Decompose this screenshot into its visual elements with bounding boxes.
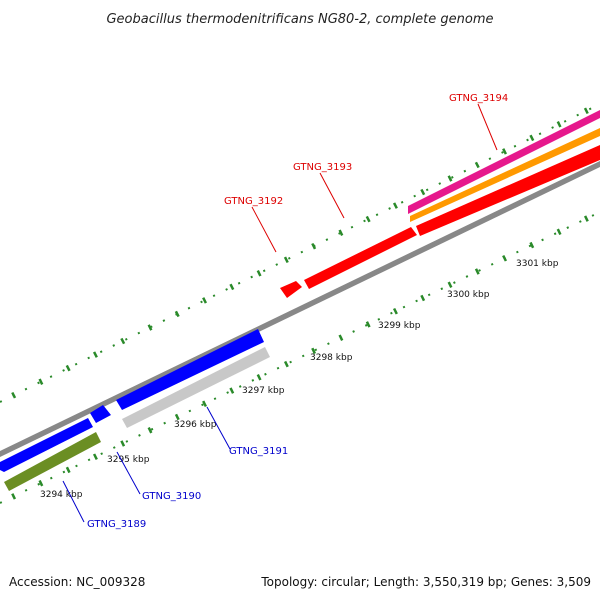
outer-major-tick <box>283 256 289 264</box>
outer-major-tick <box>447 175 453 182</box>
gene-label-GTNG_3193[interactable]: GTNG_3193 <box>293 162 352 173</box>
outer-major-tick <box>147 324 153 331</box>
scale-label: 3297 kbp <box>242 386 285 396</box>
scale-label: 3301 kbp <box>516 259 559 269</box>
inner-major-tick <box>365 321 371 328</box>
genome-stats-text: Topology: circular; Length: 3,550,319 bp… <box>260 575 591 589</box>
map-title: Geobacillus thermodenitrificans NG80-2, … <box>106 12 493 27</box>
outer-major-tick <box>474 161 480 169</box>
scale-label: 3299 kbp <box>378 321 421 331</box>
inner-major-tick <box>283 360 289 368</box>
inner-major-tick <box>529 241 535 249</box>
outer-major-tick <box>120 337 126 345</box>
inner-major-tick <box>120 440 126 447</box>
inner-major-tick <box>38 479 44 487</box>
outer-major-tick <box>556 121 562 128</box>
orange-feature <box>410 128 600 222</box>
label-leaders <box>62 103 498 523</box>
gene-GTNG_3189-arrow[interactable] <box>0 418 93 472</box>
outer-major-tick <box>529 134 535 142</box>
inner-major-tick <box>311 347 317 355</box>
inner-major-tick <box>92 453 98 460</box>
scale-label: 3298 kbp <box>310 353 353 363</box>
inner-major-tick <box>202 400 208 408</box>
gene-GTNG_3191-arrow[interactable] <box>116 329 264 410</box>
inner-major-tick <box>256 374 262 381</box>
outer-major-tick <box>229 283 235 291</box>
gene-GTNG_3190-arrow[interactable] <box>90 405 111 423</box>
outer-major-tick <box>202 297 208 304</box>
inner-major-tick <box>474 268 480 275</box>
gene-label-GTNG_3194[interactable]: GTNG_3194 <box>449 93 508 104</box>
inner-major-tick <box>11 493 17 500</box>
outer-major-tick <box>365 215 371 223</box>
gene-label-GTNG_3189[interactable]: GTNG_3189 <box>87 519 146 530</box>
outer-major-tick <box>311 242 317 250</box>
outer-major-tick <box>583 107 589 115</box>
outer-major-tick <box>11 391 17 399</box>
outer-major-tick <box>65 364 71 372</box>
outer-major-tick <box>502 148 508 155</box>
inner-major-tick <box>229 387 235 394</box>
inner-major-tick <box>502 255 508 262</box>
inner-major-tick <box>447 281 453 288</box>
inner-major-tick <box>338 334 344 341</box>
outer-major-tick <box>92 351 98 358</box>
inner-major-tick <box>556 228 562 236</box>
sequence-backbone <box>0 161 600 457</box>
inner-major-tick <box>147 427 153 434</box>
grey-feature <box>122 347 270 428</box>
leader-GTNG_3194 <box>477 103 498 151</box>
inner-major-tick <box>174 413 180 421</box>
gene-GTNG_3192-arrow[interactable] <box>280 281 302 298</box>
scale-labels: 3294 kbp 3295 kbp 3296 kbp 3297 kbp 3298… <box>40 259 559 500</box>
scale-label: 3296 kbp <box>174 420 217 430</box>
inner-tick-track <box>0 211 600 504</box>
leader-GTNG_3192 <box>251 206 277 253</box>
gene-label-GTNG_3190[interactable]: GTNG_3190 <box>142 491 201 502</box>
inner-major-tick <box>392 307 398 315</box>
outer-major-tick <box>174 310 180 318</box>
scale-label: 3294 kbp <box>40 490 83 500</box>
inner-major-tick <box>583 215 589 222</box>
gene-labels: GTNG_3192 GTNG_3193 GTNG_3194 GTNG_3191 … <box>87 93 508 530</box>
outer-major-tick <box>256 270 262 277</box>
gene-label-GTNG_3192[interactable]: GTNG_3192 <box>224 196 283 207</box>
outer-major-tick <box>38 378 44 385</box>
outer-tick-track <box>0 103 600 403</box>
inner-major-tick <box>420 294 426 302</box>
inner-major-tick <box>65 466 71 474</box>
magenta-feature <box>408 110 600 214</box>
accession-text: Accession: NC_009328 <box>9 575 145 589</box>
scale-label: 3295 kbp <box>107 455 150 465</box>
outer-major-tick <box>338 229 344 236</box>
gene-GTNG_3194-arrow[interactable] <box>416 145 600 236</box>
outer-minor-ticks <box>0 103 600 403</box>
leader-GTNG_3193 <box>319 172 345 219</box>
leader-GTNG_3189 <box>62 480 85 523</box>
leader-GTNG_3191 <box>206 406 231 450</box>
leader-GTNG_3190 <box>116 451 141 495</box>
olive-feature <box>4 432 101 491</box>
outer-major-tick <box>420 188 426 196</box>
gene-label-GTNG_3191[interactable]: GTNG_3191 <box>229 446 288 457</box>
gene-GTNG_3193-arrow[interactable] <box>304 227 417 289</box>
outer-major-tick <box>392 202 398 209</box>
inner-minor-ticks <box>0 211 600 504</box>
scale-label: 3300 kbp <box>447 290 490 300</box>
